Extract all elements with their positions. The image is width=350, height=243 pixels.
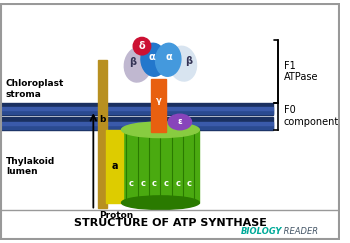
Bar (106, 130, 124, 203)
Bar (1, 103, 273, 115)
Ellipse shape (169, 46, 197, 81)
Text: c: c (129, 179, 134, 188)
Text: a: a (111, 161, 118, 171)
Ellipse shape (133, 37, 151, 55)
Text: F1
ATPase: F1 ATPase (284, 61, 318, 82)
Text: δ: δ (139, 41, 145, 51)
Text: c: c (164, 179, 169, 188)
Bar (1, 117, 273, 130)
Text: STRUCTURE OF ATP SYNTHASE: STRUCTURE OF ATP SYNTHASE (74, 218, 267, 228)
Ellipse shape (168, 114, 191, 130)
Text: γ: γ (156, 96, 161, 105)
Text: α: α (166, 52, 173, 62)
Ellipse shape (121, 122, 199, 138)
Ellipse shape (141, 43, 166, 76)
Text: b: b (99, 114, 106, 124)
Ellipse shape (121, 196, 199, 209)
Bar (1, 210, 339, 239)
Text: BIOLOGY: BIOLOGY (241, 227, 282, 236)
Bar (1, 110, 273, 114)
Bar (1, 122, 273, 125)
Bar (1, 107, 273, 110)
Text: F0
component: F0 component (284, 105, 339, 127)
Text: READER: READER (281, 227, 318, 236)
Text: c: c (175, 179, 180, 188)
Ellipse shape (155, 43, 181, 76)
Text: c: c (187, 179, 192, 188)
Text: Thylakoid
lumen: Thylakoid lumen (6, 157, 55, 176)
Text: c: c (152, 179, 157, 188)
Bar (121, 130, 199, 203)
Bar (151, 79, 166, 132)
Text: c: c (140, 179, 145, 188)
Bar (1, 125, 273, 129)
Ellipse shape (124, 47, 152, 82)
Text: β: β (129, 57, 136, 67)
Text: ε: ε (177, 117, 182, 127)
Bar (98, 60, 107, 208)
Text: α: α (148, 52, 155, 62)
Text: Proton: Proton (99, 211, 134, 220)
Text: Chloroplast
stroma: Chloroplast stroma (6, 79, 64, 99)
Text: β: β (185, 56, 192, 66)
